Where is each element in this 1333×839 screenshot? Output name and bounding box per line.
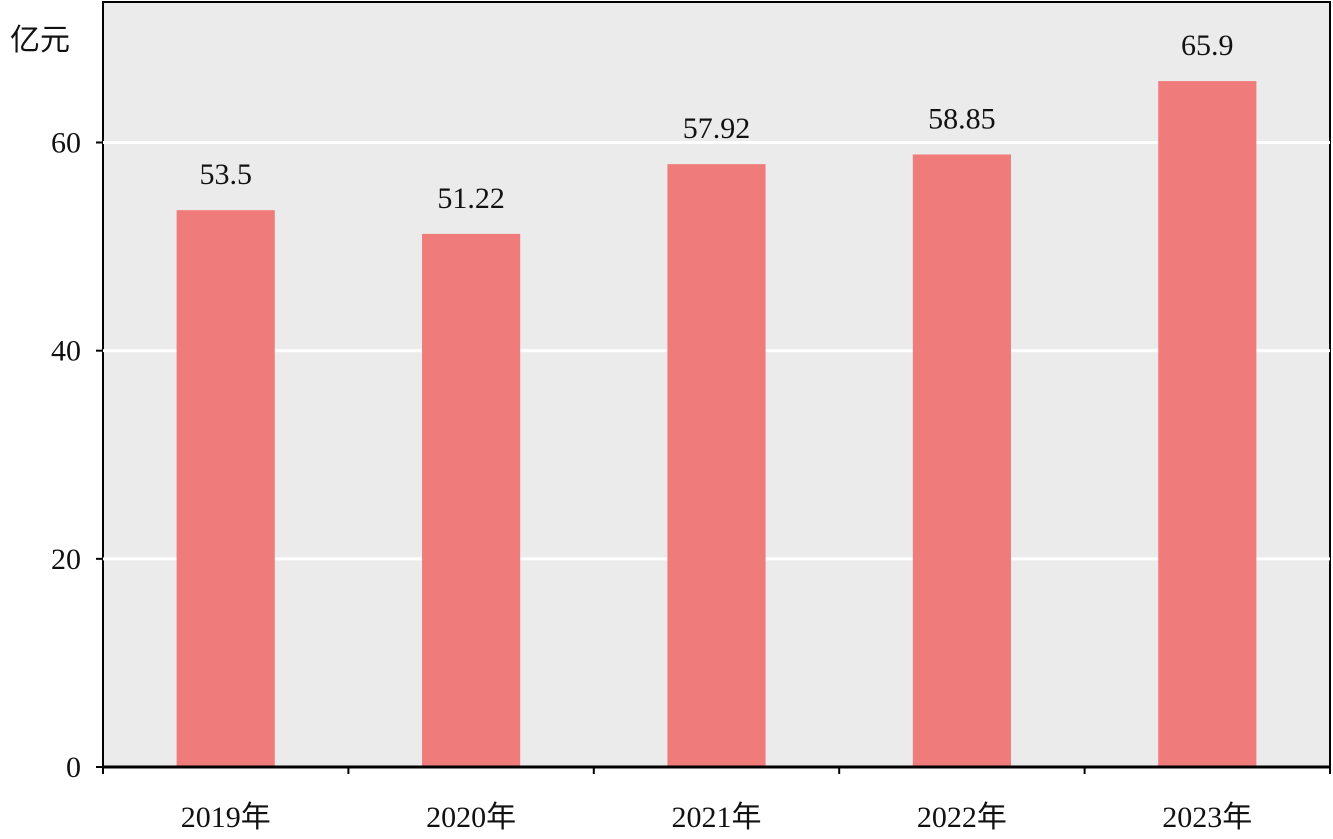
y-tick-label: 0 (66, 751, 81, 784)
x-axis: 2019年 2020年 2021年 2022年 2023年 (102, 765, 1331, 834)
x-tick-label: 2020年 (426, 801, 516, 834)
bars (176, 81, 1257, 768)
bar-2021年 (667, 164, 766, 767)
data-label: 51.22 (437, 182, 505, 215)
y-axis-unit-label: 亿元 (10, 23, 70, 58)
x-tick-label: 2023年 (1162, 801, 1252, 834)
bar-2019年 (176, 210, 275, 767)
y-axis: 0 20 40 60 (51, 127, 103, 784)
data-label: 65.9 (1181, 29, 1234, 62)
bar-2020年 (422, 233, 521, 768)
data-label: 58.85 (928, 102, 996, 135)
x-tick-label: 2019年 (181, 801, 271, 834)
x-tick-label: 2021年 (672, 801, 762, 834)
y-tick-label: 20 (51, 543, 81, 576)
data-label: 57.92 (683, 112, 751, 145)
bar-2023年 (1158, 81, 1257, 767)
y-tick-label: 40 (51, 335, 81, 368)
y-tick-label: 60 (51, 127, 81, 160)
data-label: 53.5 (199, 158, 252, 191)
value-labels: 53.5 51.22 57.92 58.85 65.9 (199, 29, 1233, 215)
bar-2022年 (912, 154, 1011, 767)
x-tick-label: 2022年 (917, 801, 1007, 834)
